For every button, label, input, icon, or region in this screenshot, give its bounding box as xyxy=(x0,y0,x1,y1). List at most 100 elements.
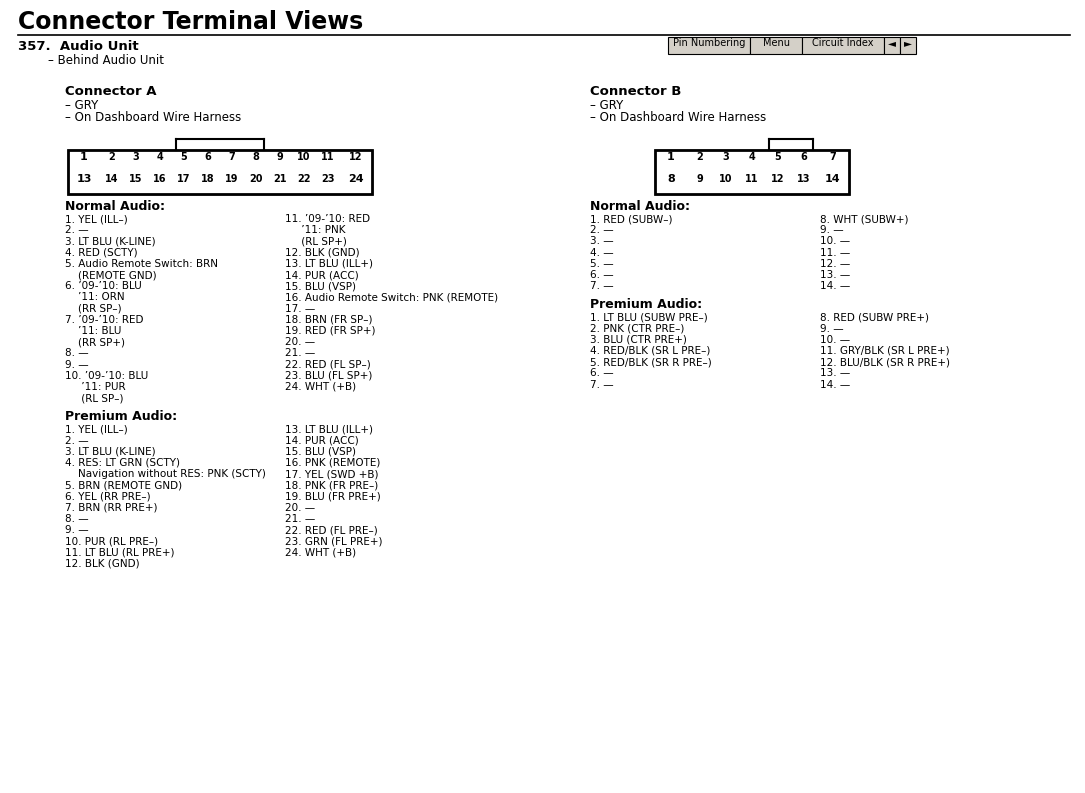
Text: 14. PUR (ACC): 14. PUR (ACC) xyxy=(285,435,359,446)
Text: ’11: BLU: ’11: BLU xyxy=(65,326,122,336)
Bar xyxy=(68,150,372,194)
Text: 3. —: 3. — xyxy=(590,236,614,247)
Text: 2. PNK (CTR PRE–): 2. PNK (CTR PRE–) xyxy=(590,324,685,334)
Bar xyxy=(802,37,884,54)
Text: 24. WHT (+B): 24. WHT (+B) xyxy=(285,382,356,392)
Text: 2: 2 xyxy=(108,152,115,162)
Text: 5. BRN (REMOTE GND): 5. BRN (REMOTE GND) xyxy=(65,481,182,490)
Text: 4. RED/BLK (SR L PRE–): 4. RED/BLK (SR L PRE–) xyxy=(590,346,711,356)
Text: 11. GRY/BLK (SR L PRE+): 11. GRY/BLK (SR L PRE+) xyxy=(820,346,949,356)
Text: 357.  Audio Unit: 357. Audio Unit xyxy=(18,40,139,53)
Text: Connector A: Connector A xyxy=(65,85,156,98)
Text: 14. PUR (ACC): 14. PUR (ACC) xyxy=(285,270,359,280)
Text: 18: 18 xyxy=(201,174,215,184)
Text: 16: 16 xyxy=(153,174,167,184)
Text: Premium Audio:: Premium Audio: xyxy=(590,298,702,312)
Bar xyxy=(100,150,124,172)
Text: 21. —: 21. — xyxy=(285,348,316,358)
Bar xyxy=(292,150,316,172)
Text: 14: 14 xyxy=(105,174,118,184)
Text: 10. —: 10. — xyxy=(820,335,851,345)
Bar xyxy=(68,150,100,172)
Text: 19. RED (FR SP+): 19. RED (FR SP+) xyxy=(285,326,375,336)
Text: 10. —: 10. — xyxy=(820,236,851,247)
Text: Circuit Index: Circuit Index xyxy=(813,38,873,48)
Text: Connector Terminal Views: Connector Terminal Views xyxy=(18,10,363,34)
Text: 3. BLU (CTR PRE+): 3. BLU (CTR PRE+) xyxy=(590,335,687,345)
Text: 17. —: 17. — xyxy=(285,304,316,313)
Text: – GRY: – GRY xyxy=(65,99,99,112)
Text: 5: 5 xyxy=(775,152,781,162)
Text: 1. YEL (ILL–): 1. YEL (ILL–) xyxy=(65,214,128,224)
Text: 15: 15 xyxy=(129,174,143,184)
Text: 10: 10 xyxy=(297,152,310,162)
Bar xyxy=(687,150,713,172)
Text: 10. ’09-’10: BLU: 10. ’09-’10: BLU xyxy=(65,371,149,381)
Text: 21: 21 xyxy=(273,174,286,184)
Text: 11. —: 11. — xyxy=(820,247,851,258)
Text: 9: 9 xyxy=(277,152,283,162)
Text: 11: 11 xyxy=(321,152,335,162)
Text: 16. Audio Remote Switch: PNK (REMOTE): 16. Audio Remote Switch: PNK (REMOTE) xyxy=(285,293,498,302)
Text: 1: 1 xyxy=(80,152,88,162)
Text: 24. WHT (+B): 24. WHT (+B) xyxy=(285,548,356,557)
Text: 17: 17 xyxy=(177,174,191,184)
Text: 9: 9 xyxy=(697,174,703,184)
Bar xyxy=(655,150,687,172)
Text: 5. RED/BLK (SR R PRE–): 5. RED/BLK (SR R PRE–) xyxy=(590,357,712,367)
Text: 13. —: 13. — xyxy=(820,369,851,378)
Text: 7. —: 7. — xyxy=(590,282,614,291)
Text: 5: 5 xyxy=(180,152,188,162)
Text: 18. BRN (FR SP–): 18. BRN (FR SP–) xyxy=(285,315,372,325)
Text: 12. BLK (GND): 12. BLK (GND) xyxy=(65,559,140,569)
Text: (RL SP+): (RL SP+) xyxy=(285,236,347,247)
Bar xyxy=(668,37,750,54)
Bar xyxy=(765,172,791,194)
Text: 21. —: 21. — xyxy=(285,514,316,524)
Text: ’11: PUR: ’11: PUR xyxy=(65,382,126,392)
Text: ►: ► xyxy=(904,38,912,48)
Text: 14: 14 xyxy=(826,174,841,184)
Bar xyxy=(220,172,244,194)
Text: 9. —: 9. — xyxy=(65,359,89,370)
Text: 7. BRN (RR PRE+): 7. BRN (RR PRE+) xyxy=(65,503,157,513)
Bar xyxy=(739,150,765,172)
Text: 7. ’09-’10: RED: 7. ’09-’10: RED xyxy=(65,315,143,325)
Text: 13. —: 13. — xyxy=(820,270,851,280)
Text: 10. PUR (RL PRE–): 10. PUR (RL PRE–) xyxy=(65,536,158,546)
Text: 20. —: 20. — xyxy=(285,503,315,513)
Text: 2. —: 2. — xyxy=(590,225,614,236)
Text: – GRY: – GRY xyxy=(590,99,623,112)
Text: 1. RED (SUBW–): 1. RED (SUBW–) xyxy=(590,214,673,224)
Text: 12. BLU/BLK (SR R PRE+): 12. BLU/BLK (SR R PRE+) xyxy=(820,357,950,367)
Bar xyxy=(884,37,899,54)
Text: 8. WHT (SUBW+): 8. WHT (SUBW+) xyxy=(820,214,908,224)
Text: – On Dashboard Wire Harness: – On Dashboard Wire Harness xyxy=(590,111,766,124)
Text: 1: 1 xyxy=(667,152,675,162)
Text: (REMOTE GND): (REMOTE GND) xyxy=(65,270,156,280)
Text: 10: 10 xyxy=(719,174,732,184)
Text: 8. —: 8. — xyxy=(65,348,89,358)
Text: 13. LT BLU (ILL+): 13. LT BLU (ILL+) xyxy=(285,424,373,435)
Text: 13: 13 xyxy=(76,174,92,184)
Text: 4: 4 xyxy=(156,152,164,162)
Text: (RR SP–): (RR SP–) xyxy=(65,304,122,313)
Bar xyxy=(100,172,124,194)
Text: 7. —: 7. — xyxy=(590,380,614,389)
Bar xyxy=(148,150,173,172)
Text: 19. BLU (FR PRE+): 19. BLU (FR PRE+) xyxy=(285,492,381,502)
Text: 12: 12 xyxy=(771,174,784,184)
Text: 22: 22 xyxy=(297,174,310,184)
Text: 12: 12 xyxy=(349,152,362,162)
Text: 7: 7 xyxy=(830,152,837,162)
Text: 11: 11 xyxy=(745,174,758,184)
Bar xyxy=(791,172,817,194)
Bar xyxy=(340,150,372,172)
Text: Normal Audio:: Normal Audio: xyxy=(65,200,165,213)
Text: 7: 7 xyxy=(229,152,235,162)
Text: ◄: ◄ xyxy=(888,38,896,48)
Text: 14. —: 14. — xyxy=(820,380,851,389)
Bar xyxy=(817,172,848,194)
Bar xyxy=(220,150,244,172)
Text: 19: 19 xyxy=(226,174,239,184)
